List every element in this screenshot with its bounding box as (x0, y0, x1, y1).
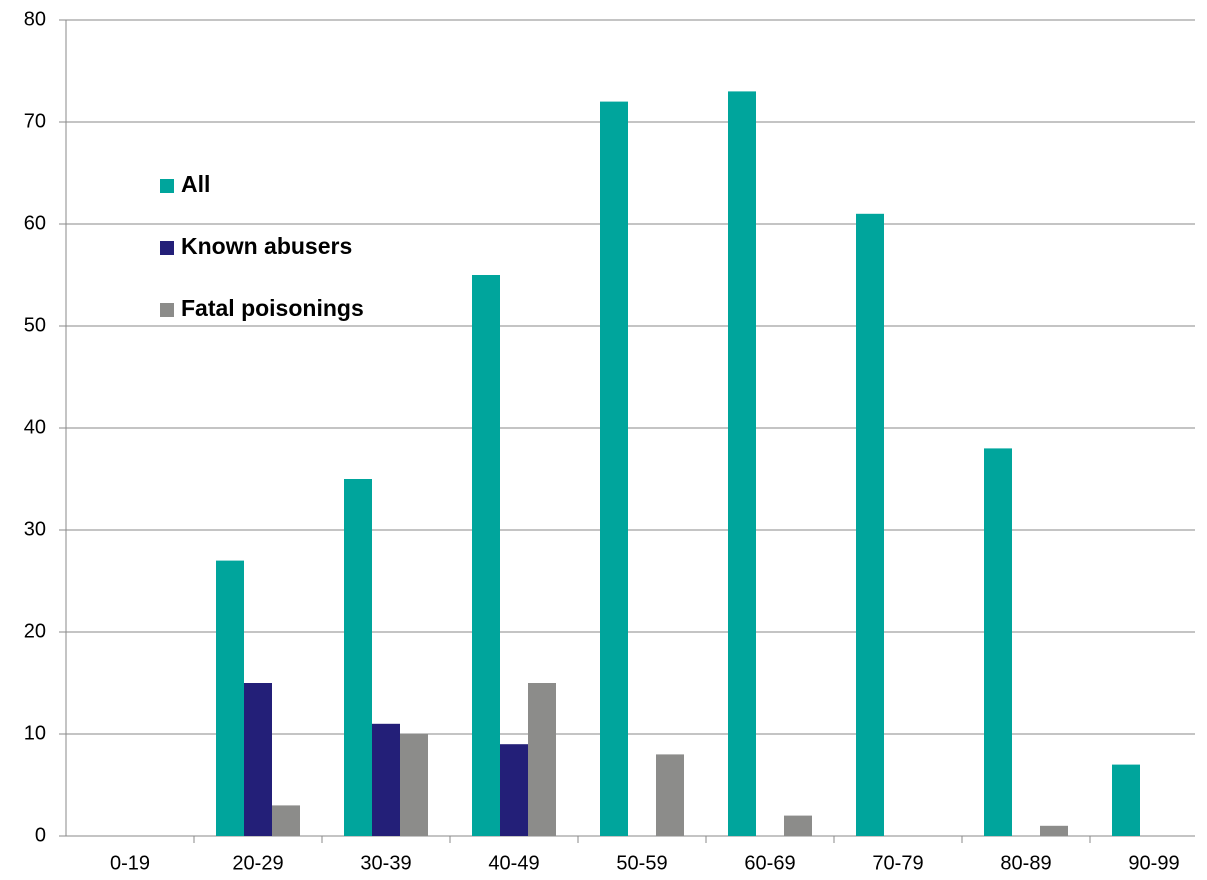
bar (1112, 764, 1140, 836)
bar (500, 744, 528, 836)
y-tick-label: 30 (24, 518, 46, 540)
x-tick-label: 90-99 (1128, 852, 1179, 874)
legend-swatch (160, 303, 174, 317)
bar (272, 805, 300, 836)
y-tick-label: 20 (24, 620, 46, 642)
x-tick-label: 0-19 (110, 852, 150, 874)
bar (244, 683, 272, 836)
y-tick-label: 40 (24, 416, 46, 438)
bar (400, 734, 428, 836)
y-tick-label: 10 (24, 722, 46, 744)
legend-label: Known abusers (181, 233, 352, 259)
bar (856, 213, 884, 837)
bar (1040, 825, 1068, 836)
legend-swatch (160, 179, 174, 193)
y-tick-label: 70 (24, 110, 46, 132)
bar (984, 448, 1012, 836)
bar (656, 754, 684, 836)
x-tick-label: 70-79 (872, 852, 923, 874)
legend-label: All (181, 171, 210, 197)
bar (784, 815, 812, 836)
y-tick-label: 80 (24, 8, 46, 30)
legend-label: Fatal poisonings (181, 295, 364, 321)
bar (372, 723, 400, 836)
bar (216, 560, 244, 836)
x-tick-label: 20-29 (232, 852, 283, 874)
x-tick-label: 30-39 (360, 852, 411, 874)
bar (472, 275, 500, 836)
x-tick-label: 80-89 (1000, 852, 1051, 874)
y-tick-label: 0 (35, 824, 46, 846)
y-tick-label: 50 (24, 314, 46, 336)
y-tick-label: 60 (24, 212, 46, 234)
bar (600, 101, 628, 837)
x-tick-label: 50-59 (616, 852, 667, 874)
legend-swatch (160, 241, 174, 255)
x-tick-label: 60-69 (744, 852, 795, 874)
bar (344, 479, 372, 836)
x-tick-label: 40-49 (488, 852, 539, 874)
bar (528, 683, 556, 836)
bar (728, 91, 756, 836)
